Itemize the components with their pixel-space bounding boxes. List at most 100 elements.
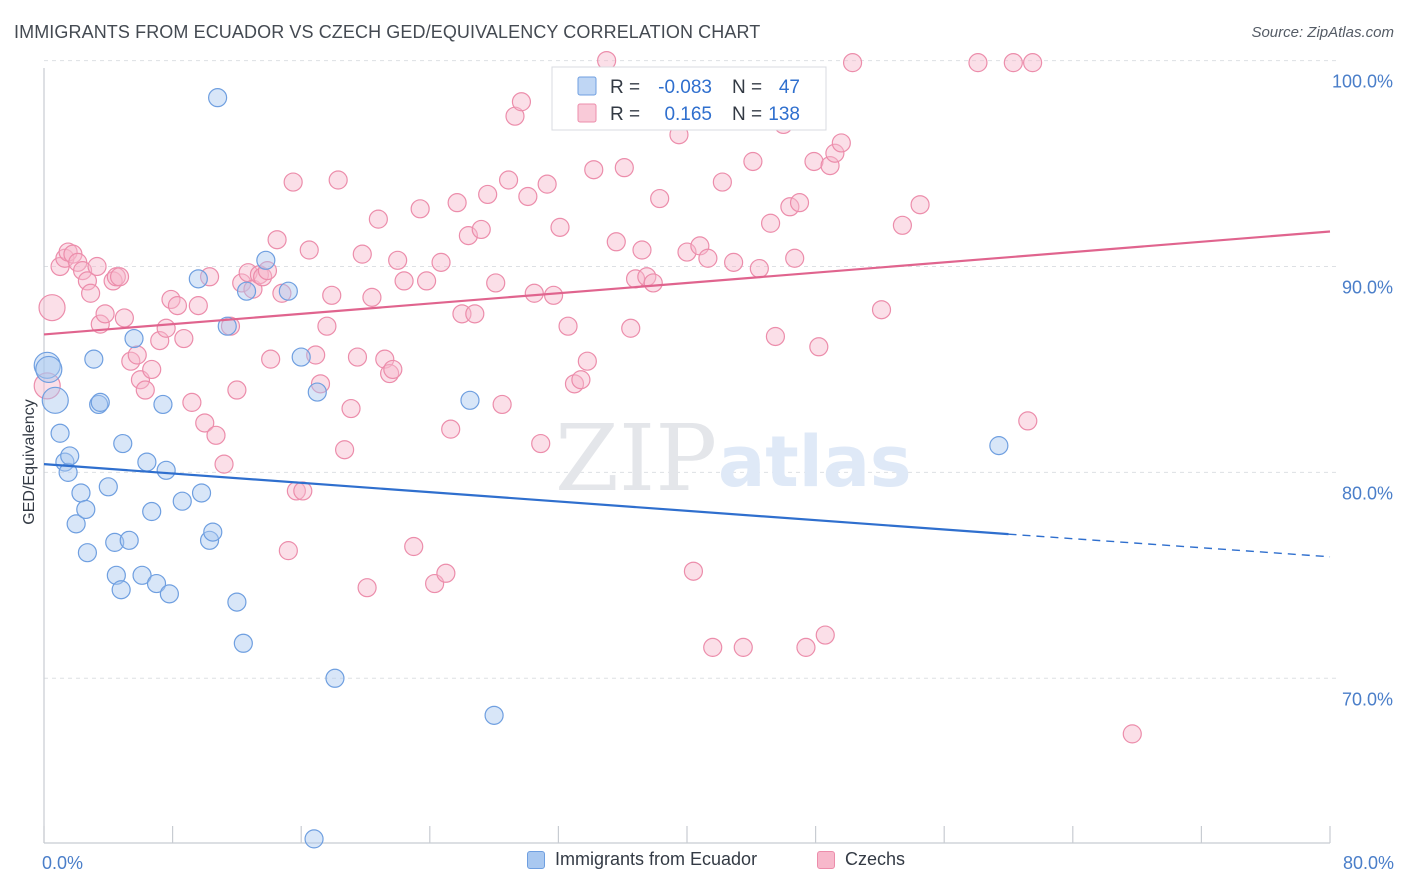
czech-point [410, 199, 430, 219]
czech-point [142, 359, 162, 380]
ecuador-point [146, 573, 167, 594]
trend-lines [43, 230, 1331, 558]
czech-point [72, 261, 93, 281]
czech-point [531, 433, 551, 454]
czech-point [441, 419, 461, 439]
czech-point [606, 232, 626, 252]
ecuador-point [98, 477, 118, 497]
czech-point [968, 53, 988, 73]
ecuador-point [227, 592, 247, 612]
czech-point [511, 92, 532, 112]
czech-point [322, 285, 342, 305]
ecuador-point [77, 543, 98, 563]
ecuador-point [291, 347, 311, 367]
czech-point [394, 271, 414, 291]
czech-point [796, 637, 816, 657]
ecuador-point [124, 328, 144, 349]
czech-point [471, 219, 491, 240]
czech-point [214, 454, 234, 474]
ecuador-point [304, 829, 324, 849]
czech-point [362, 287, 382, 307]
czech-point [785, 248, 805, 268]
czech-point [698, 248, 718, 268]
czech-point [632, 240, 652, 260]
czech-point [558, 316, 578, 336]
ecuador-point [66, 514, 86, 534]
ecuador-point [325, 668, 345, 688]
ecuador-point [307, 382, 327, 402]
czech-point [368, 209, 388, 229]
legend-n-value: 47 [779, 77, 800, 98]
czech-point [543, 285, 564, 305]
legend-r-value: 0.165 [664, 104, 712, 125]
ecuador-point [233, 633, 253, 653]
czech-point [825, 143, 845, 163]
czech-point [910, 195, 930, 215]
legend-label-czechs: Czechs [845, 849, 906, 869]
czech-point [278, 541, 298, 561]
czech-point [114, 308, 134, 328]
ecuador-point [236, 281, 257, 301]
czech-point [328, 170, 348, 190]
source-label: Source: ZipAtlas.com [1251, 24, 1394, 41]
ecuador-point [119, 530, 139, 550]
czech-point [81, 283, 101, 303]
czech-point [341, 398, 361, 419]
czech-point [765, 326, 786, 347]
czech-point [95, 304, 115, 324]
czech-point [498, 170, 519, 190]
czech-point [261, 349, 281, 369]
czech-point [1003, 53, 1023, 73]
czech-point [584, 160, 604, 180]
czech-point [614, 158, 634, 178]
czech-point [683, 561, 704, 581]
czech-point [447, 193, 467, 213]
czech-point [537, 174, 557, 194]
czech-point [227, 380, 247, 400]
legend-item-czechs: Czechs [817, 849, 905, 870]
czech-point [352, 244, 372, 264]
czech-point [174, 328, 194, 349]
czech-point [436, 563, 456, 583]
czech-point [815, 625, 835, 645]
ecuador-point [172, 491, 192, 511]
czech-point [1122, 724, 1142, 744]
ecuador-points [33, 88, 1009, 849]
ecuador-point [217, 316, 237, 336]
czech-point [167, 296, 188, 316]
czech-point [182, 392, 202, 412]
czech-point [809, 337, 829, 357]
czech-point [306, 345, 326, 365]
ecuador-point [156, 460, 176, 480]
czech-point [77, 271, 98, 291]
czech-point [789, 193, 810, 213]
ecuador-point [208, 88, 228, 108]
czech-point [712, 172, 732, 192]
y-tick-labels: 100.0% 90.0% 80.0% 70.0% [1332, 72, 1393, 710]
ecuador-point [137, 452, 157, 472]
czech-point [87, 256, 107, 277]
czech-point [733, 637, 753, 657]
ecuador-point [989, 436, 1009, 456]
ecuador-point [60, 446, 80, 466]
czech-point [643, 273, 663, 293]
axes [43, 68, 1331, 844]
ecuador-point [71, 483, 91, 503]
czech-point [571, 370, 591, 390]
ecuador-point [159, 584, 179, 604]
x-tick-label: 80.0% [1343, 853, 1394, 873]
watermark-atlas: atlas [718, 421, 912, 503]
ecuador-point [84, 349, 104, 369]
czech-point [492, 394, 512, 415]
ecuador-point [35, 355, 63, 384]
ecuador-trend-extension [1008, 533, 1331, 558]
czech-point [347, 347, 368, 367]
watermark-zip: ZIP [555, 405, 717, 512]
legend-item-ecuador: Immigrants from Ecuador [527, 849, 757, 870]
czech-point [135, 380, 155, 400]
czech-point [195, 413, 215, 433]
czech-point [518, 186, 538, 207]
legend-swatch-ecuador [577, 76, 597, 96]
czech-point [267, 230, 287, 250]
